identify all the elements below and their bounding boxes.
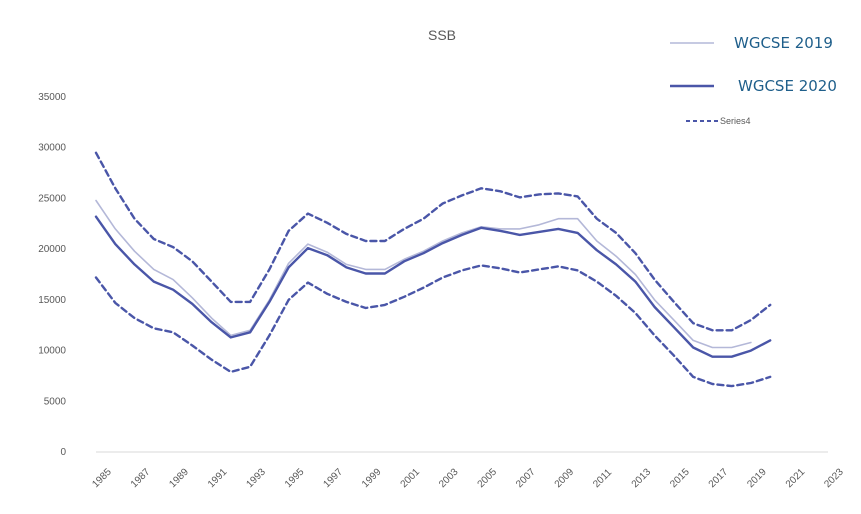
y-tick-label: 0	[60, 447, 66, 458]
series-line-wgcse-2019	[95, 199, 752, 349]
y-tick-label: 35000	[38, 92, 66, 103]
series-line-wgcse-2020	[94, 215, 772, 358]
chart-title: SSB	[428, 27, 456, 43]
series-lines	[94, 151, 772, 388]
series-line-lower-bound	[94, 264, 772, 388]
legend-label: WGCSE 2019	[734, 34, 833, 52]
y-tick-label: 5000	[44, 396, 67, 407]
y-tick-label: 20000	[38, 244, 66, 255]
series-line-series4	[94, 151, 772, 332]
y-tick-label: 15000	[38, 295, 66, 306]
legend: WGCSE 2019 WGCSE 2020 Series4	[670, 34, 837, 126]
y-tick-label: 25000	[38, 193, 66, 204]
y-tick-label: 30000	[38, 143, 66, 154]
legend-label: WGCSE 2020	[738, 77, 837, 95]
y-tick-label: 10000	[38, 346, 66, 357]
legend-label: Series4	[720, 116, 751, 126]
